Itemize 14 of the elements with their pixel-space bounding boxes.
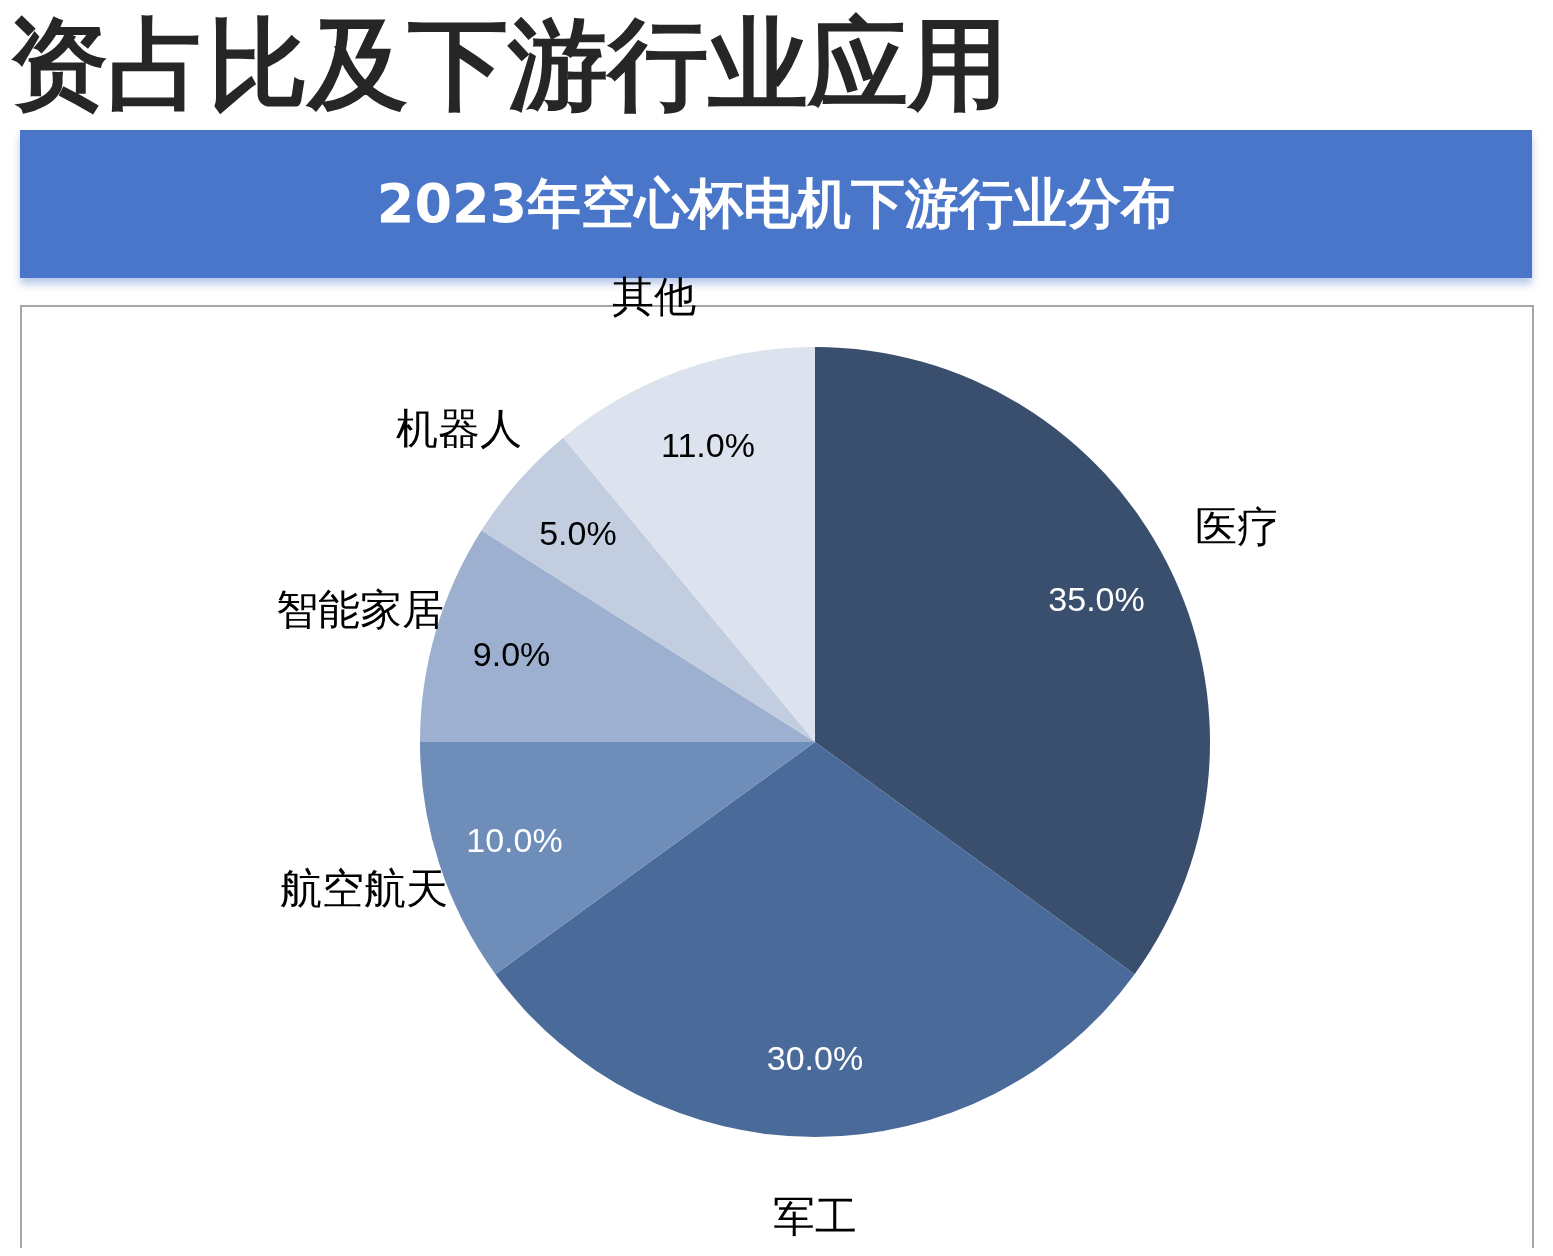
chart-title: 资占比及下游行业应用 [8, 7, 1008, 125]
slice-label: 航空航天 [280, 863, 449, 913]
slice-label: 智能家居 [275, 585, 444, 635]
data-label: 5.0% [539, 514, 617, 553]
slice-label: 其他 [612, 271, 697, 321]
slice-label: 医疗 [1195, 502, 1280, 552]
chart-subtitle: 2023年空心杯电机下游行业分布 [376, 170, 1176, 237]
data-label: 35.0% [1048, 579, 1145, 618]
slice-label: 机器人 [396, 404, 523, 454]
slice-label: 军工 [773, 1191, 857, 1241]
data-label: 9.0% [472, 634, 551, 673]
data-label: 11.0% [661, 425, 755, 464]
data-label: 30.0% [766, 1039, 864, 1077]
data-label: 10.0% [466, 820, 563, 859]
